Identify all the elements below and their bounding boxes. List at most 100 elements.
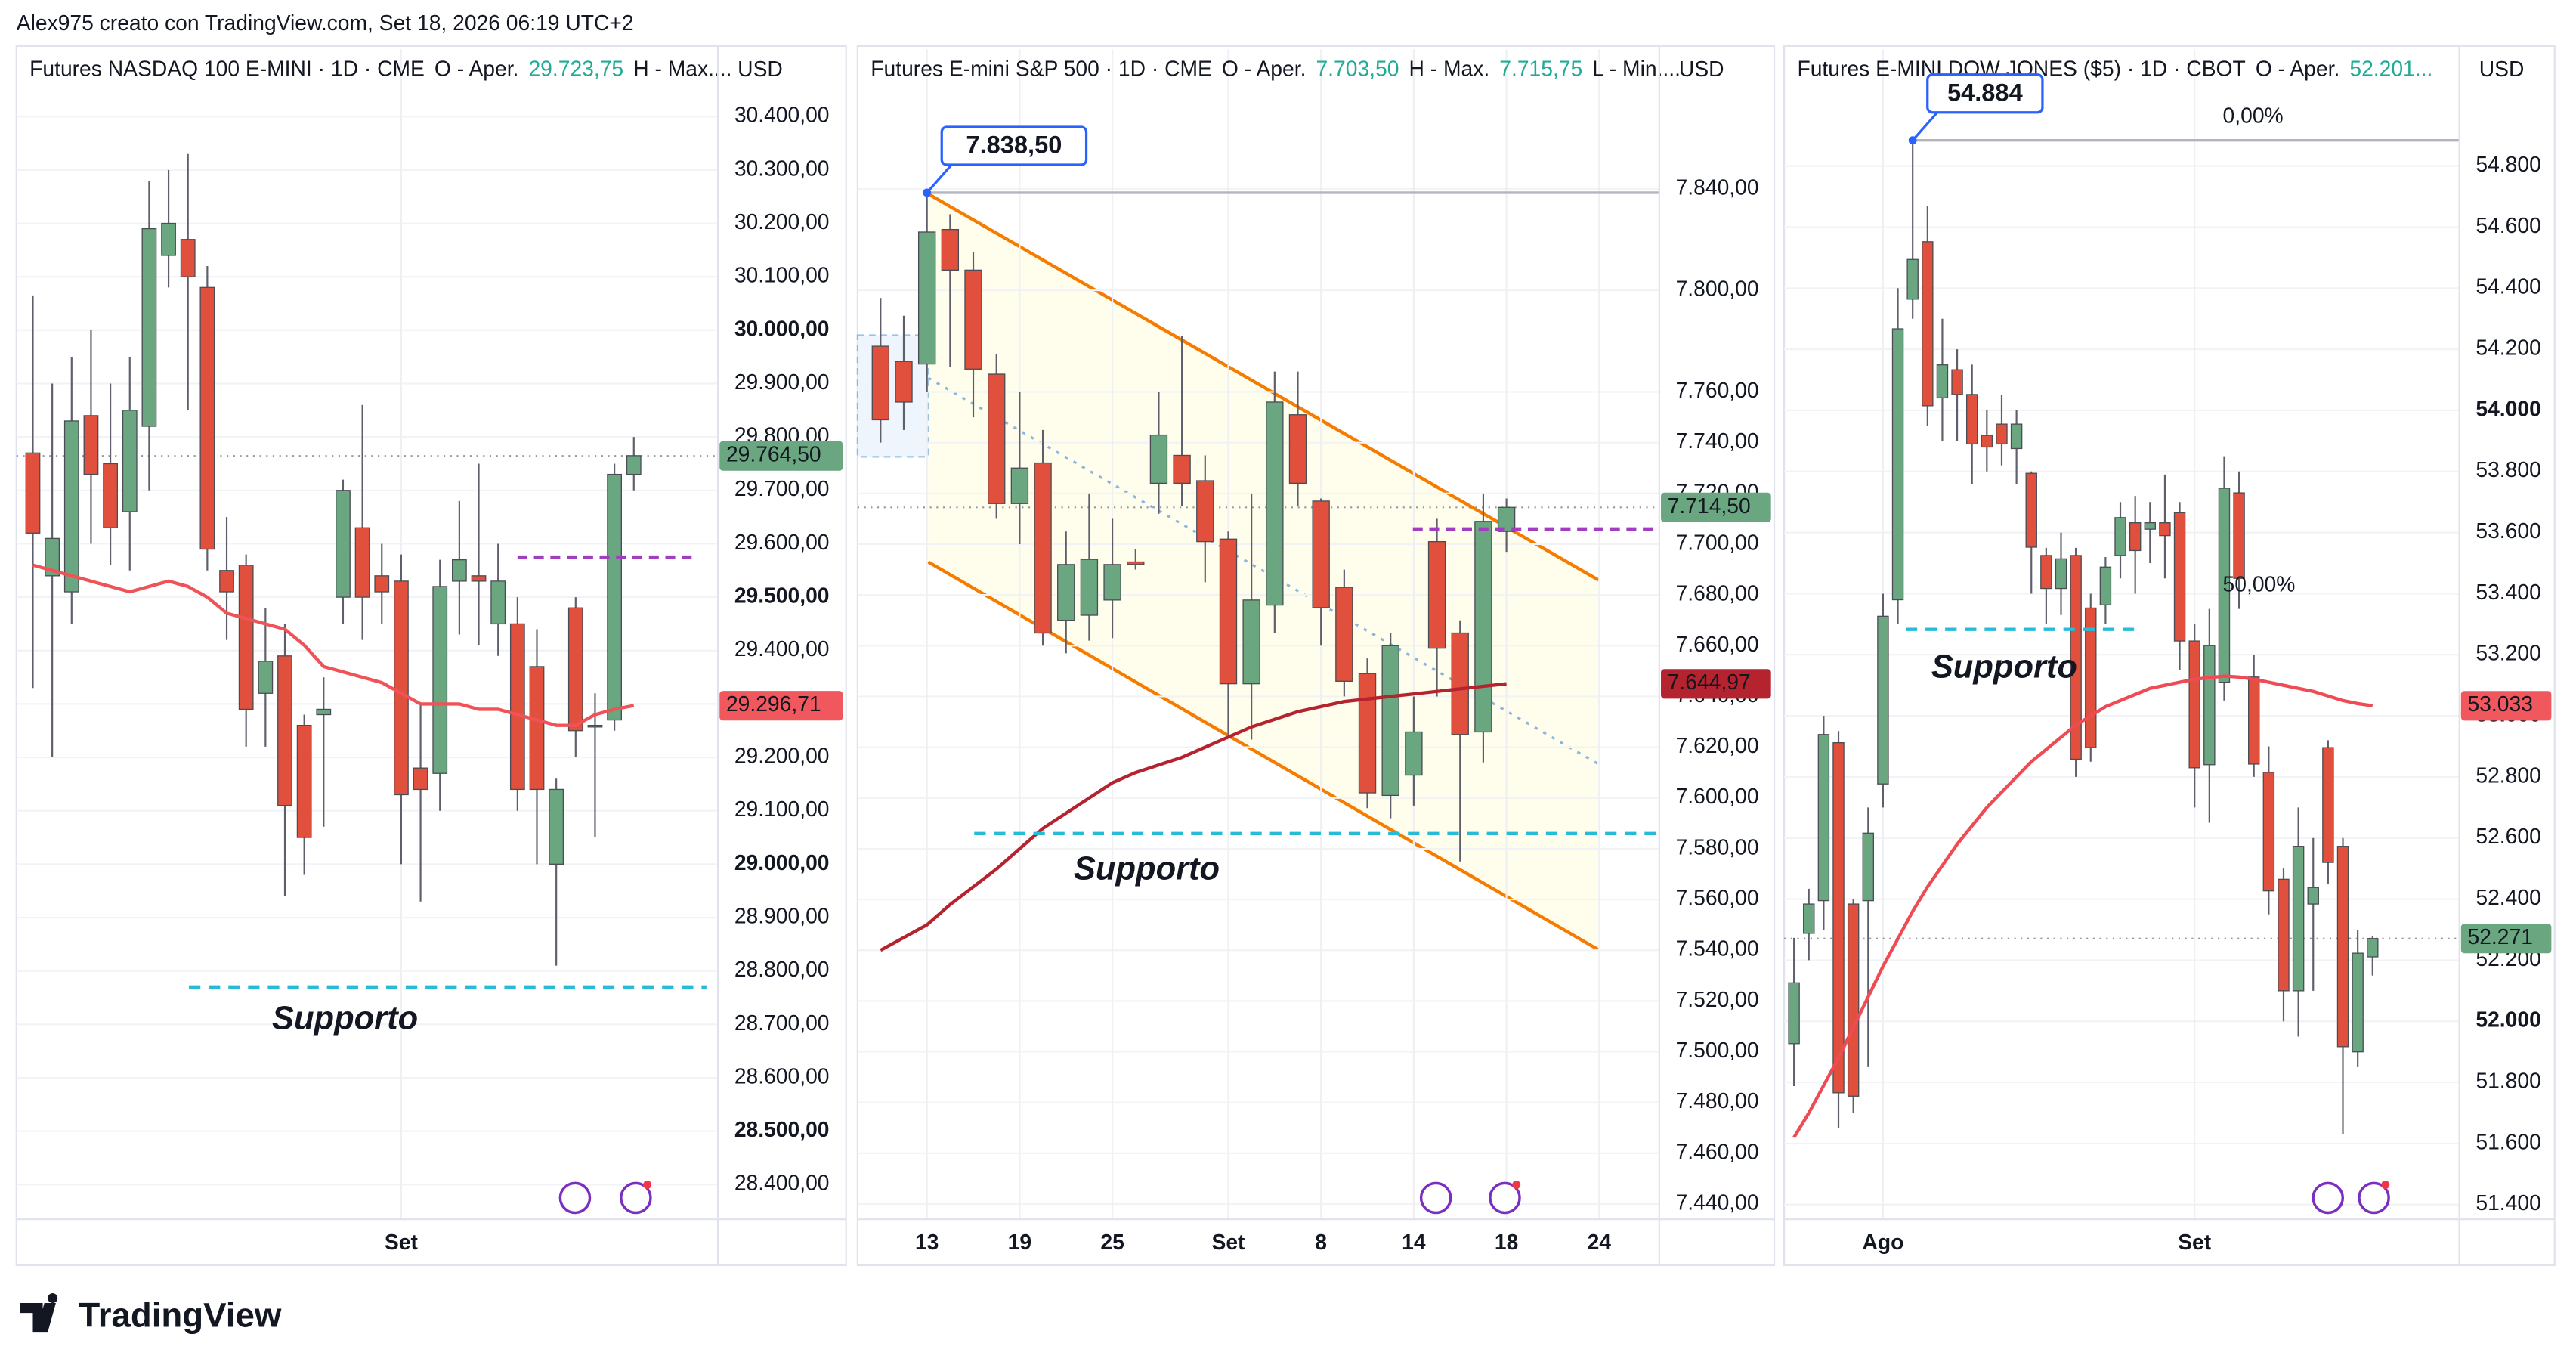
price-tag: [719, 441, 843, 471]
candle-body: [1312, 500, 1330, 608]
candle-body: [2292, 846, 2305, 992]
moving-average: [1792, 674, 2373, 1138]
y-tick-label: 51.400: [2475, 1190, 2540, 1215]
y-tick-label: 7.540,00: [1676, 936, 1759, 961]
icon-dot: [2381, 1181, 2390, 1189]
y-tick-label: 7.620,00: [1676, 733, 1759, 757]
candle-body: [2233, 492, 2245, 579]
candle-body: [1862, 832, 1875, 902]
y-tick-label: 29.700,00: [734, 476, 830, 500]
header-part: Futures E-mini S&P 500 · 1D · CME: [871, 57, 1212, 81]
candle-body: [1034, 462, 1052, 634]
price-tag: [719, 691, 843, 721]
y-tick-label: 53.400: [2475, 580, 2540, 604]
header-part: Futures NASDAQ 100 E-MINI · 1D · CME: [29, 57, 425, 81]
icon-dot: [643, 1181, 652, 1189]
toolbar-icon: [1419, 1181, 1452, 1215]
y-tick-label: 51.600: [2475, 1129, 2540, 1153]
y-tick-label: 54.800: [2475, 152, 2540, 176]
y-tick-label: 29.900,00: [734, 370, 830, 394]
candle-body: [122, 410, 138, 512]
x-tick-label: 19: [1008, 1230, 1031, 1254]
price-tag: [2460, 924, 2552, 954]
candle-body: [941, 228, 960, 271]
x-tick-label: 8: [1315, 1230, 1327, 1254]
candle-body: [2248, 676, 2260, 765]
toolbar-icon: [620, 1181, 652, 1215]
candle-body: [1427, 540, 1446, 649]
callout-pointer: [926, 163, 953, 194]
y-tick-label: 7.520,00: [1676, 987, 1759, 1011]
candle-body: [45, 537, 60, 577]
y-tick-label: 7.500,00: [1676, 1038, 1759, 1062]
candle-body: [2218, 488, 2231, 683]
candle-body: [1817, 734, 1830, 902]
candle-body: [490, 580, 506, 625]
candle-body: [1149, 434, 1168, 484]
header-part: H - Max....: [633, 57, 731, 81]
y-tick-label: 28.500,00: [734, 1117, 830, 1141]
x-tick-label: Set: [1211, 1230, 1245, 1254]
y-tick-label: 30.000,00: [734, 316, 830, 340]
candle-body: [2040, 555, 2052, 590]
header-part: H - Max.: [1409, 57, 1489, 81]
candle-body: [1173, 454, 1191, 484]
candle-body: [626, 455, 642, 475]
candle-body: [607, 473, 623, 721]
callout-box: [940, 125, 1088, 166]
y-tick-label: 28.400,00: [734, 1171, 830, 1195]
candle-body: [2367, 938, 2379, 958]
y-tick-label: 51.800: [2475, 1069, 2540, 1093]
y-tick-label: 7.840,00: [1676, 175, 1759, 199]
candle-body: [238, 565, 254, 710]
candle-body: [964, 269, 982, 370]
chart-header: Futures E-mini S&P 500 · 1D · CME O - Ape…: [871, 57, 1681, 81]
brand-name: TradingView: [79, 1296, 282, 1335]
currency: USD: [738, 57, 783, 81]
header-part: O - Aper.: [434, 57, 518, 81]
candle-body: [1057, 564, 1075, 621]
candle-body: [2114, 517, 2126, 556]
candle-body: [1335, 587, 1353, 682]
candle-body: [1996, 423, 2008, 445]
candle-body: [180, 239, 196, 277]
y-tick-label: 29.600,00: [734, 530, 830, 554]
x-tick-label: 18: [1495, 1230, 1518, 1254]
x-tick-label: 25: [1100, 1230, 1124, 1254]
candle-body: [1847, 903, 1860, 1097]
candle-body: [2307, 887, 2319, 905]
candle-body: [1803, 903, 1815, 934]
candle-body: [1891, 328, 1904, 601]
candle-body: [1451, 632, 1469, 735]
candle-body: [529, 666, 545, 791]
candle-body: [1906, 258, 1919, 300]
callout-label: 54.884: [1947, 78, 2023, 106]
toolbar-icon: [1489, 1181, 1521, 1215]
candle-body: [374, 575, 390, 593]
candle-body: [432, 586, 448, 774]
candle-body: [1788, 982, 1800, 1045]
header-part: L - Min....: [1592, 57, 1681, 81]
x-tick-label: Ago: [1862, 1230, 1903, 1254]
y-tick-label: 28.800,00: [734, 957, 830, 981]
candle-body: [917, 231, 936, 365]
toolbar-icon: [558, 1181, 592, 1215]
y-tick-label: 29.100,00: [734, 797, 830, 821]
header-part: 7.715,75: [1499, 57, 1582, 81]
candle-body: [2025, 472, 2037, 548]
callout-anchor: [1908, 136, 1917, 145]
candle-body: [413, 767, 428, 791]
candle-body: [1405, 731, 1423, 776]
candle-body: [277, 655, 292, 806]
callout-box: [1926, 73, 2044, 114]
price-tag-label: 53.033: [2468, 692, 2533, 716]
candle-body: [1127, 561, 1145, 565]
y-tick-label: 7.760,00: [1676, 378, 1759, 402]
candle-body: [2099, 566, 2112, 606]
candle-body: [1936, 364, 1949, 399]
candle-body: [2159, 522, 2171, 537]
price-tag-label: 52.271: [2468, 924, 2533, 949]
candle-body: [2262, 772, 2275, 892]
candle-body: [2070, 555, 2082, 760]
